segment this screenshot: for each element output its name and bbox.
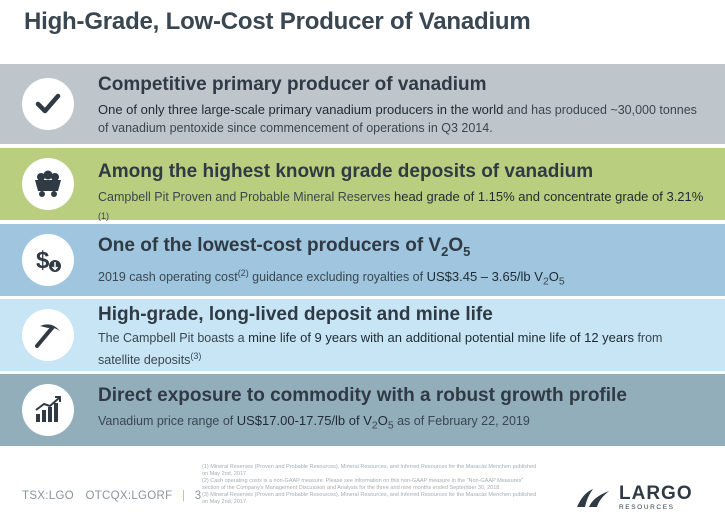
feature-heading: One of the lowest-cost producers of V2O5: [98, 235, 471, 259]
footnotes: (1) Mineral Reserves (Proven and Probabl…: [202, 464, 542, 506]
checkmark-icon: [22, 78, 74, 130]
ticker-otcqx: OTCQX:LGORF: [85, 490, 173, 502]
feature-heading: Competitive primary producer of vanadium: [98, 74, 487, 95]
feature-heading: High-grade, long-lived deposit and mine …: [98, 304, 493, 325]
feature-description: Campbell Pit Proven and Probable Mineral…: [98, 189, 704, 221]
page-title: High-Grade, Low-Cost Producer of Vanadiu…: [24, 8, 531, 35]
footnote: (3) Mineral Reserves (Proven and Probabl…: [202, 492, 537, 505]
logo-wordmark: LARGO: [619, 483, 693, 504]
pickaxe-icon: [22, 309, 74, 361]
feature-description: 2019 cash operating cost(2) guidance exc…: [98, 268, 565, 288]
page-number: 3: [194, 490, 202, 502]
footnote: (2) Cash operating costs is a non-GAAP m…: [202, 478, 524, 491]
feature-heading: Among the highest known grade deposits o…: [98, 161, 594, 182]
feature-band-mine-life: High-grade, long-lived deposit and mine …: [0, 299, 725, 371]
ticker-tsx: TSX:LGO: [22, 490, 74, 502]
feature-description: The Campbell Pit boasts a mine life of 9…: [98, 330, 663, 368]
separator: |: [181, 490, 186, 502]
largo-logo: LARGO RESOURCES: [575, 484, 693, 512]
feature-band-high-grade-deposits: Among the highest known grade deposits o…: [0, 148, 725, 221]
stock-tickers: TSX:LGO OTCQX:LGORF | 3: [22, 490, 201, 502]
logo-subtitle: RESOURCES: [619, 504, 675, 511]
feature-description: Vanadium price range of US$17.00-17.75/l…: [98, 413, 530, 432]
feature-band-primary-producer: Competitive primary producer of vanadium…: [0, 64, 725, 144]
growth-chart-icon: [22, 384, 74, 436]
dollar-coin-icon: $: [22, 234, 74, 286]
feature-heading: Direct exposure to commodity with a robu…: [98, 385, 627, 406]
svg-text:$: $: [36, 247, 50, 274]
footnote: (1) Mineral Reserves (Proven and Probabl…: [202, 464, 537, 477]
feature-band-low-cost: $ One of the lowest-cost producers of V2…: [0, 224, 725, 296]
feature-band-commodity-exposure: Direct exposure to commodity with a robu…: [0, 374, 725, 446]
mine-cart-icon: [22, 158, 74, 210]
feature-description: One of only three large-scale primary va…: [98, 102, 697, 135]
largo-wing-icon: [577, 488, 609, 507]
